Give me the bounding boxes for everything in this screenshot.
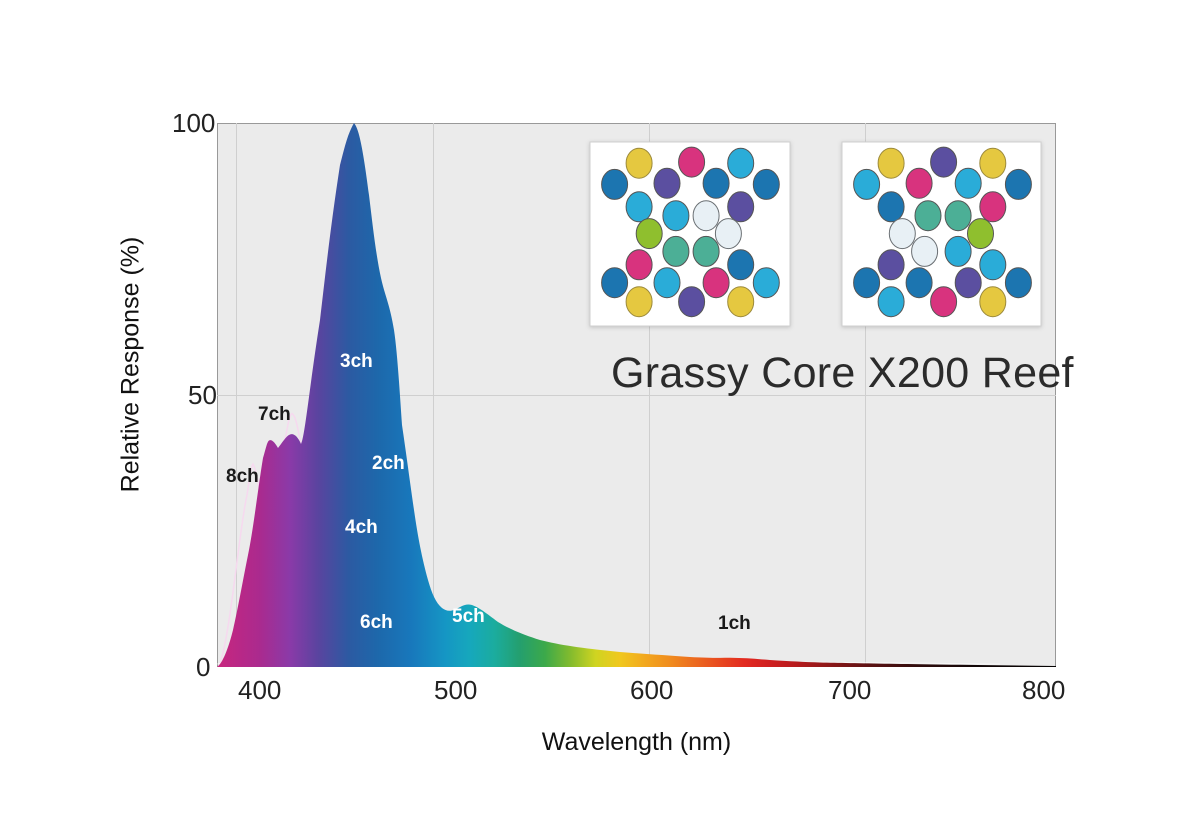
svg-text:3ch: 3ch: [340, 351, 373, 372]
svg-text:1ch: 1ch: [718, 613, 751, 634]
svg-text:2ch: 2ch: [372, 453, 405, 474]
svg-text:8ch: 8ch: [226, 466, 259, 487]
svg-text:7ch: 7ch: [258, 404, 291, 425]
svg-text:6ch: 6ch: [360, 612, 393, 633]
svg-text:5ch: 5ch: [452, 606, 485, 627]
svg-text:4ch: 4ch: [345, 517, 378, 538]
